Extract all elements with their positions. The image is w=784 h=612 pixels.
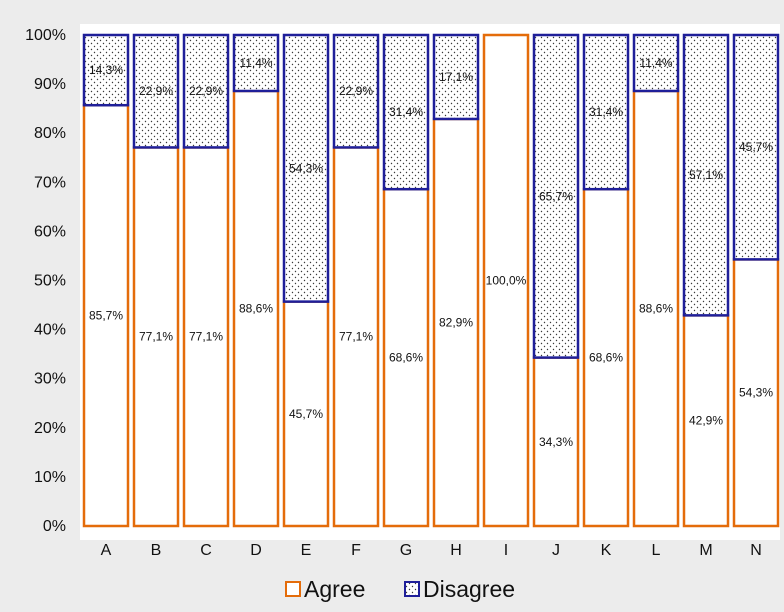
data-label-disagree: 11,4%	[239, 56, 272, 70]
data-label-disagree: 22,9%	[189, 84, 223, 98]
y-tick-label: 0%	[43, 518, 66, 535]
bars: 14,3% 85,7% 22,9% 77,1% 22,9% 77,1% 11,4% 88,6%…	[82, 33, 780, 528]
data-label-disagree: 31,4%	[389, 105, 423, 119]
y-tick-label: 10%	[34, 469, 66, 486]
x-tick-label: C	[200, 542, 212, 559]
bar-agree	[232, 89, 280, 528]
x-tick-label: D	[250, 542, 262, 559]
legend: Agree Disagree	[285, 576, 515, 602]
y-tick-label: 70%	[34, 174, 66, 191]
data-label-agree: 34,3%	[539, 435, 573, 449]
bar-agree	[582, 187, 630, 528]
data-label-disagree: 57,1%	[689, 168, 723, 182]
data-label-agree: 88,6%	[639, 301, 673, 315]
legend-item-agree: Agree	[285, 576, 365, 602]
data-label-disagree: 14,3%	[89, 63, 123, 77]
bar-agree	[382, 187, 430, 528]
data-label-disagree: 17,1%	[439, 70, 473, 84]
data-label-disagree: 45,7%	[739, 140, 773, 154]
data-label-agree: 88,6%	[239, 301, 273, 315]
data-label-disagree: 22,9%	[139, 84, 173, 98]
data-label-agree: 45,7%	[289, 407, 323, 421]
data-label-disagree: 11,4%	[639, 56, 672, 70]
bar-disagree	[132, 33, 180, 149]
data-label-agree: 85,7%	[89, 309, 123, 323]
x-tick-label: I	[504, 542, 508, 559]
x-tick-label: F	[351, 542, 361, 559]
data-label-agree: 54,3%	[739, 386, 773, 400]
data-label-agree: 68,6%	[389, 351, 423, 365]
data-label-agree: 100,0%	[486, 274, 527, 288]
x-tick-label: E	[301, 542, 312, 559]
data-label-agree: 77,1%	[339, 330, 373, 344]
bar-disagree	[582, 33, 630, 191]
y-tick-label: 60%	[34, 223, 66, 240]
data-label-disagree: 54,3%	[289, 161, 323, 175]
data-label-agree: 77,1%	[139, 330, 173, 344]
bar-disagree	[682, 33, 730, 317]
data-label-disagree: 22,9%	[339, 84, 373, 98]
x-tick-label: J	[552, 542, 560, 559]
bar-agree	[182, 146, 230, 528]
bar-agree	[82, 103, 130, 528]
data-label-agree: 42,9%	[689, 414, 723, 428]
bar-disagree	[282, 33, 330, 303]
legend-label-agree: Agree	[304, 576, 365, 602]
x-tick-label: A	[101, 542, 112, 559]
bar-disagree	[82, 33, 130, 107]
legend-swatch-disagree	[404, 581, 420, 597]
x-tick-label: L	[652, 542, 661, 559]
x-tick-label: M	[699, 542, 712, 559]
x-tick-label: N	[750, 542, 762, 559]
y-tick-label: 90%	[34, 76, 66, 93]
bar-agree	[482, 33, 530, 528]
y-tick-label: 50%	[34, 273, 66, 290]
bar-disagree	[332, 33, 380, 149]
data-label-disagree: 65,7%	[539, 189, 573, 203]
x-tick-label: K	[601, 542, 612, 559]
x-tick-label: G	[400, 542, 412, 559]
bar-disagree	[732, 33, 780, 261]
data-label-agree: 77,1%	[189, 330, 223, 344]
bar-agree	[632, 89, 680, 528]
legend-item-disagree: Disagree	[404, 576, 515, 602]
legend-swatch-agree	[285, 581, 301, 597]
data-label-agree: 68,6%	[589, 351, 623, 365]
y-axis: 0% 10% 20% 30% 40% 50% 60% 70% 80% 90% 100%	[25, 27, 66, 535]
data-label-disagree: 31,4%	[589, 105, 623, 119]
bar-agree	[132, 146, 180, 528]
bar-agree	[682, 314, 730, 528]
bar-disagree	[382, 33, 430, 191]
bar-agree	[332, 146, 380, 528]
bar-agree	[432, 117, 480, 528]
x-axis: A B C D E F G H I J K L M N	[101, 542, 762, 559]
bar-disagree	[532, 33, 580, 359]
bar-disagree	[182, 33, 230, 149]
bar-disagree	[232, 33, 280, 93]
y-tick-label: 80%	[34, 125, 66, 142]
data-label-agree: 82,9%	[439, 315, 473, 329]
y-tick-label: 30%	[34, 371, 66, 388]
bar-disagree	[632, 33, 680, 93]
y-tick-label: 40%	[34, 322, 66, 339]
y-tick-label: 100%	[25, 27, 66, 44]
legend-label-disagree: Disagree	[423, 576, 515, 602]
bar-agree	[732, 258, 780, 528]
x-tick-label: B	[151, 542, 162, 559]
x-tick-label: H	[450, 542, 462, 559]
bar-disagree	[432, 33, 480, 121]
bar-agree	[282, 300, 330, 528]
y-tick-label: 20%	[34, 420, 66, 437]
